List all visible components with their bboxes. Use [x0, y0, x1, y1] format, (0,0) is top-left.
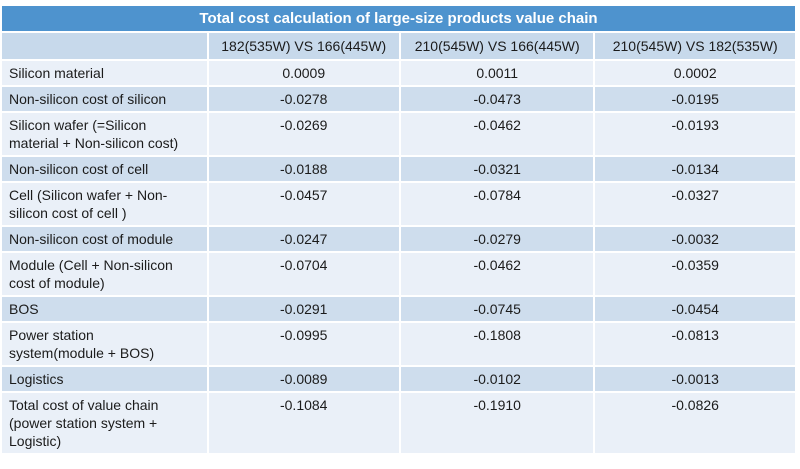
value-cell: 0.0002 [595, 61, 795, 85]
table-row-non-silicon-cost-of-cell: Non-silicon cost of cell -0.0188 -0.0321… [2, 157, 795, 181]
table-row-power-station-system: Power station system(module + BOS) -0.09… [2, 323, 795, 365]
column-header-210-vs-182: 210(545W) VS 182(535W) [595, 33, 795, 59]
row-label: Non-silicon cost of module [2, 227, 207, 251]
column-header-empty [2, 33, 207, 59]
value-cell: -0.0462 [400, 253, 594, 295]
row-label: Total cost of value chain (power station… [2, 393, 207, 453]
value-cell: -0.0813 [595, 323, 795, 365]
value-cell: -0.0826 [595, 393, 795, 453]
column-header-210-vs-166: 210(545W) VS 166(445W) [400, 33, 594, 59]
table-row-module: Module (Cell + Non-silicon cost of modul… [2, 253, 795, 295]
row-label: BOS [2, 297, 207, 321]
value-cell: -0.0457 [208, 183, 399, 225]
table-row-cell: Cell (Silicon wafer + Non-silicon cost o… [2, 183, 795, 225]
value-cell: -0.0247 [208, 227, 399, 251]
value-cell: -0.0278 [208, 87, 399, 111]
value-cell: -0.0279 [400, 227, 594, 251]
row-label: Non-silicon cost of silicon [2, 87, 207, 111]
value-cell: -0.0327 [595, 183, 795, 225]
table-row-non-silicon-cost-of-module: Non-silicon cost of module -0.0247 -0.02… [2, 227, 795, 251]
value-cell: 0.0009 [208, 61, 399, 85]
row-label: Power station system(module + BOS) [2, 323, 207, 365]
table-row-bos: BOS -0.0291 -0.0745 -0.0454 [2, 297, 795, 321]
value-cell: -0.0462 [400, 113, 594, 155]
value-cell: -0.0089 [208, 367, 399, 391]
value-cell: -0.0032 [595, 227, 795, 251]
value-cell: -0.0102 [400, 367, 594, 391]
table-row-silicon-wafer: Silicon wafer (=Silicon material + Non-s… [2, 113, 795, 155]
row-label: Silicon material [2, 61, 207, 85]
value-cell: -0.0193 [595, 113, 795, 155]
row-label: Non-silicon cost of cell [2, 157, 207, 181]
column-header-182-vs-166: 182(535W) VS 166(445W) [208, 33, 399, 59]
value-cell: -0.0195 [595, 87, 795, 111]
value-cell: -0.1910 [400, 393, 594, 453]
cost-table: Total cost calculation of large-size pro… [0, 4, 797, 455]
value-cell: -0.0013 [595, 367, 795, 391]
row-label: Cell (Silicon wafer + Non-silicon cost o… [2, 183, 207, 225]
value-cell: -0.0995 [208, 323, 399, 365]
row-label: Silicon wafer (=Silicon material + Non-s… [2, 113, 207, 155]
title-row: Total cost calculation of large-size pro… [2, 6, 795, 31]
value-cell: -0.0291 [208, 297, 399, 321]
value-cell: -0.0321 [400, 157, 594, 181]
table-row-silicon-material: Silicon material 0.0009 0.0011 0.0002 [2, 61, 795, 85]
value-cell: -0.1808 [400, 323, 594, 365]
column-header-row: 182(535W) VS 166(445W) 210(545W) VS 166(… [2, 33, 795, 59]
table-row-non-silicon-cost-of-silicon: Non-silicon cost of silicon -0.0278 -0.0… [2, 87, 795, 111]
value-cell: -0.0784 [400, 183, 594, 225]
row-label: Logistics [2, 367, 207, 391]
value-cell: -0.0359 [595, 253, 795, 295]
value-cell: -0.0269 [208, 113, 399, 155]
table-title: Total cost calculation of large-size pro… [2, 6, 795, 31]
cost-table-container: Total cost calculation of large-size pro… [0, 4, 797, 455]
value-cell: -0.0745 [400, 297, 594, 321]
value-cell: -0.0704 [208, 253, 399, 295]
value-cell: -0.0188 [208, 157, 399, 181]
value-cell: 0.0011 [400, 61, 594, 85]
value-cell: -0.0473 [400, 87, 594, 111]
value-cell: -0.1084 [208, 393, 399, 453]
table-row-total-cost-of-value-chain: Total cost of value chain (power station… [2, 393, 795, 453]
row-label: Module (Cell + Non-silicon cost of modul… [2, 253, 207, 295]
table-row-logistics: Logistics -0.0089 -0.0102 -0.0013 [2, 367, 795, 391]
value-cell: -0.0454 [595, 297, 795, 321]
value-cell: -0.0134 [595, 157, 795, 181]
